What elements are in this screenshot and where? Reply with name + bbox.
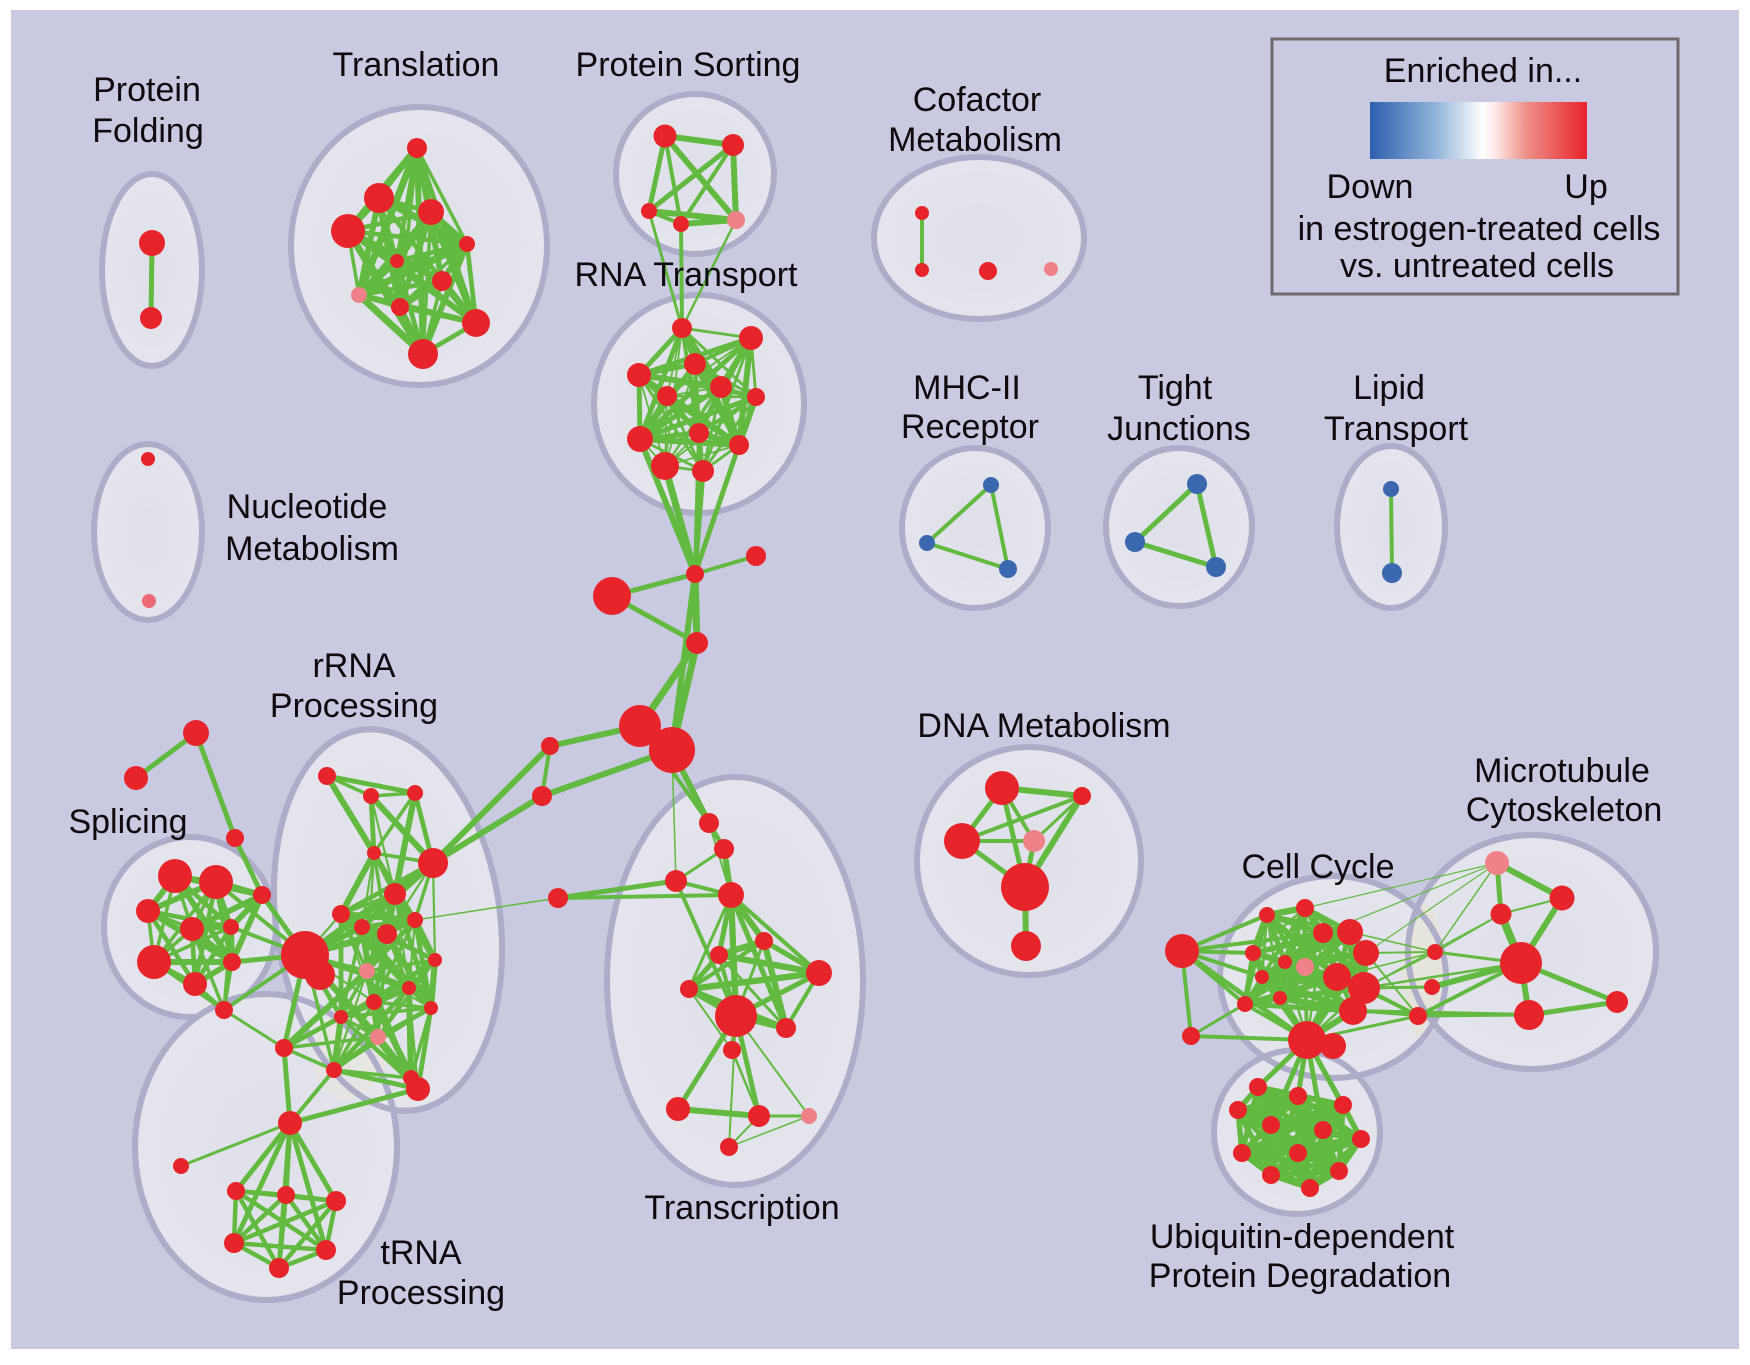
svg-text:Protein Sorting: Protein Sorting (576, 46, 801, 84)
svg-text:Tight: Tight (1138, 369, 1213, 407)
svg-text:Down: Down (1327, 168, 1414, 206)
svg-text:Transport: Transport (1324, 410, 1469, 448)
svg-text:Enriched in...: Enriched in... (1384, 52, 1582, 90)
svg-text:vs. untreated cells: vs. untreated cells (1340, 247, 1614, 285)
svg-text:Ubiquitin-dependent: Ubiquitin-dependent (1150, 1218, 1455, 1256)
svg-text:Cell Cycle: Cell Cycle (1241, 848, 1394, 886)
svg-text:Processing: Processing (337, 1274, 505, 1312)
svg-text:Cofactor: Cofactor (913, 81, 1042, 119)
svg-text:DNA Metabolism: DNA Metabolism (917, 707, 1170, 745)
svg-text:Cytoskeleton: Cytoskeleton (1466, 791, 1663, 829)
svg-text:Folding: Folding (92, 112, 204, 150)
svg-text:Metabolism: Metabolism (225, 530, 399, 568)
svg-text:Microtubule: Microtubule (1474, 752, 1650, 790)
svg-text:RNA Transport: RNA Transport (575, 256, 799, 294)
svg-text:Metabolism: Metabolism (888, 121, 1062, 159)
svg-text:Processing: Processing (270, 687, 438, 725)
svg-text:Protein Degradation: Protein Degradation (1149, 1257, 1451, 1295)
svg-text:Nucleotide: Nucleotide (227, 488, 388, 526)
svg-text:Translation: Translation (333, 46, 500, 84)
svg-text:Receptor: Receptor (901, 408, 1039, 446)
svg-text:rRNA: rRNA (312, 647, 395, 685)
svg-text:Junctions: Junctions (1107, 410, 1251, 448)
svg-text:in estrogen-treated cells: in estrogen-treated cells (1298, 210, 1661, 248)
svg-text:Lipid: Lipid (1353, 369, 1425, 407)
svg-text:Transcription: Transcription (644, 1189, 839, 1227)
svg-text:MHC-II: MHC-II (913, 369, 1021, 407)
svg-text:Up: Up (1564, 168, 1607, 206)
svg-text:tRNA: tRNA (380, 1234, 462, 1272)
svg-text:Splicing: Splicing (68, 803, 187, 841)
svg-text:Protein: Protein (93, 71, 201, 109)
